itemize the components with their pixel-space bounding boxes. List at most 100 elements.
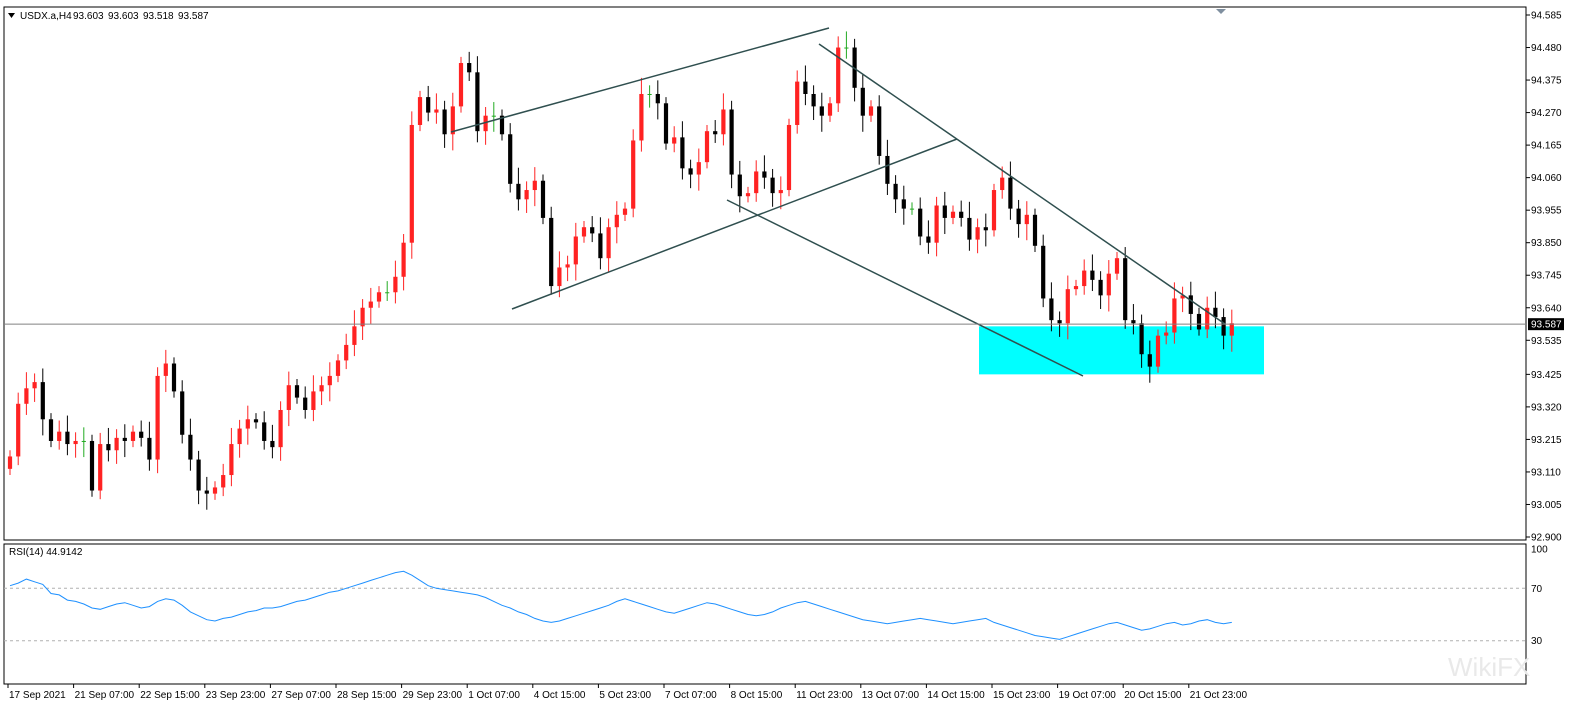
candle-body xyxy=(196,459,201,491)
candle-body xyxy=(1082,270,1087,287)
candle-body xyxy=(401,242,406,277)
rsi-axis: 100 70 30 xyxy=(1531,545,1548,648)
candle-body xyxy=(442,109,447,135)
trend-line-2[interactable] xyxy=(511,138,958,310)
time-axis: 17 Sep 2021 21 Sep 07:00 22 Sep 15:00 23 Se… xyxy=(7,684,1247,701)
candle-body xyxy=(221,475,226,488)
price-tick-label: 93.535 xyxy=(1531,336,1562,347)
candle-body xyxy=(171,363,177,392)
support-zone-layer xyxy=(979,326,1264,375)
candle-body xyxy=(253,419,259,423)
candle-body xyxy=(130,431,136,441)
current-price-badge xyxy=(1528,318,1564,331)
candle-body xyxy=(483,115,488,132)
candle-body xyxy=(237,428,242,445)
candle-body xyxy=(754,171,759,194)
candle-body xyxy=(909,208,915,210)
main-pane-frame xyxy=(3,6,1527,541)
candle-body xyxy=(286,385,291,410)
candle-body xyxy=(1041,245,1046,299)
candle-body xyxy=(573,236,578,265)
trend-lines[interactable] xyxy=(450,27,1226,377)
candle-body xyxy=(335,360,341,376)
candle-body xyxy=(1114,258,1120,274)
candle-body xyxy=(688,168,693,175)
candle-body xyxy=(1000,177,1005,191)
symbol-dropdown-icon[interactable] xyxy=(8,13,15,18)
trend-line-3[interactable] xyxy=(818,43,1226,325)
time-tick-label: 20 Oct 15:00 xyxy=(1124,690,1182,701)
price-tick-label: 94.060 xyxy=(1531,173,1562,184)
candle-body xyxy=(1065,289,1070,324)
time-tick-label: 11 Oct 23:00 xyxy=(796,690,853,701)
time-tick-label: 27 Sep 07:00 xyxy=(271,690,331,701)
price-tick-label: 93.425 xyxy=(1531,370,1562,381)
candle-body xyxy=(729,109,734,175)
candle-body xyxy=(499,115,505,135)
rsi-pane-frame xyxy=(3,543,1527,685)
time-tick-label: 19 Oct 07:00 xyxy=(1059,690,1117,701)
candle-body xyxy=(581,227,587,237)
candle-body xyxy=(327,375,332,386)
current-price-label: 93.587 xyxy=(1531,320,1562,331)
candle-body xyxy=(1221,317,1226,336)
candle-body xyxy=(311,391,316,410)
candle-body xyxy=(147,437,152,460)
candle-body xyxy=(557,267,562,287)
time-tick-label: 23 Sep 23:00 xyxy=(206,690,266,701)
candle-body xyxy=(122,437,127,441)
candle-body xyxy=(606,227,611,259)
ohlc-low: 93.518 xyxy=(143,11,174,22)
candle-body xyxy=(1188,295,1193,314)
candle-body xyxy=(663,103,669,144)
candle-body xyxy=(385,292,390,294)
candle-body xyxy=(532,180,537,191)
trend-line-1[interactable] xyxy=(450,27,830,133)
candle-body xyxy=(368,301,373,308)
candle-body xyxy=(139,431,144,438)
support-zone[interactable] xyxy=(979,326,1264,375)
candle-body xyxy=(229,444,234,476)
candle-body xyxy=(868,106,874,116)
candle-body xyxy=(524,190,529,200)
price-tick-label: 94.585 xyxy=(1531,11,1562,22)
candle-body xyxy=(795,81,800,125)
candle-body xyxy=(409,124,414,243)
candle-body xyxy=(180,391,185,435)
candle-body xyxy=(426,97,431,113)
candle-body xyxy=(1090,270,1095,280)
candle-body xyxy=(704,131,710,163)
candle-body xyxy=(942,205,947,218)
candle-body xyxy=(803,81,808,94)
candle-body xyxy=(89,440,95,491)
candle-body xyxy=(1008,177,1013,209)
rsi-tick-label: 100 xyxy=(1531,545,1548,556)
candle-body xyxy=(721,109,726,135)
rsi-tick-label: 30 xyxy=(1531,636,1543,647)
candle-body xyxy=(745,193,751,197)
candle-body xyxy=(836,47,841,104)
trend-line-4[interactable] xyxy=(726,199,1084,377)
price-axis: 94.585 94.480 94.375 94.270 94.165 94.060 93.9… xyxy=(1526,11,1562,544)
time-tick-label: 7 Oct 07:00 xyxy=(665,690,717,701)
rsi-indicator-label: RSI(14) 44.9142 xyxy=(9,547,83,558)
price-tick-label: 94.165 xyxy=(1531,141,1562,152)
candle-body xyxy=(959,211,964,218)
symbol-label: USDX.a,H4 xyxy=(20,11,72,22)
candle-body xyxy=(278,409,283,448)
candle-body xyxy=(467,63,472,73)
ohlc-high: 93.603 xyxy=(108,11,139,22)
candle-body xyxy=(508,134,513,184)
price-tick-label: 93.215 xyxy=(1531,435,1562,446)
candle-body xyxy=(1147,354,1152,367)
candle-body xyxy=(983,227,988,231)
chart-shift-marker-icon[interactable] xyxy=(1216,9,1226,14)
candle-body xyxy=(614,214,619,228)
candle-body xyxy=(1196,313,1202,330)
candle-body xyxy=(893,183,898,200)
candle-body xyxy=(1180,295,1185,299)
candle-body xyxy=(737,174,742,197)
